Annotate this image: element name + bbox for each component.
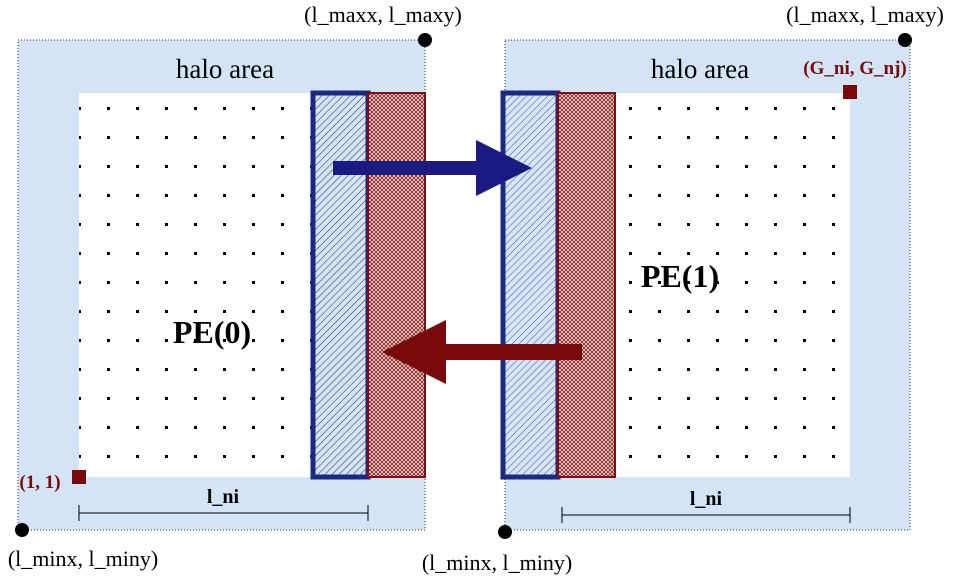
right-panel: (l_maxx, l_maxy) halo area (G_ni, G_nj) … <box>422 2 944 575</box>
pe-label: PE(0) <box>173 314 251 350</box>
min-corner: (l_minx, l_miny) <box>8 546 158 571</box>
left-panel: (l_maxx, l_maxy) halo area PE(0) (1, 1) … <box>8 2 462 571</box>
halo-label: halo area <box>176 54 274 84</box>
send-strip <box>310 90 371 480</box>
send-strip <box>557 92 616 478</box>
halo-label: halo area <box>651 54 749 84</box>
origin-label: (1, 1) <box>19 472 60 493</box>
grid-points <box>79 93 313 477</box>
min-corner: (l_minx, l_miny) <box>422 550 572 575</box>
corner-dot <box>498 525 512 539</box>
max-corner: (l_maxx, l_maxy) <box>304 2 462 27</box>
width-label: l_ni <box>207 486 240 508</box>
pe-label: PE(1) <box>641 258 719 294</box>
global-marker <box>843 85 857 99</box>
width-label: l_ni <box>690 488 723 510</box>
corner-dot <box>418 33 432 47</box>
receive-strip <box>500 90 561 480</box>
global-corner: (G_ni, G_nj) <box>803 58 906 79</box>
max-corner: (l_maxx, l_maxy) <box>786 2 944 27</box>
grid-points <box>615 93 850 477</box>
corner-dot <box>15 523 29 537</box>
halo-strip <box>367 92 426 478</box>
origin-marker <box>72 470 86 484</box>
corner-dot <box>898 33 912 47</box>
